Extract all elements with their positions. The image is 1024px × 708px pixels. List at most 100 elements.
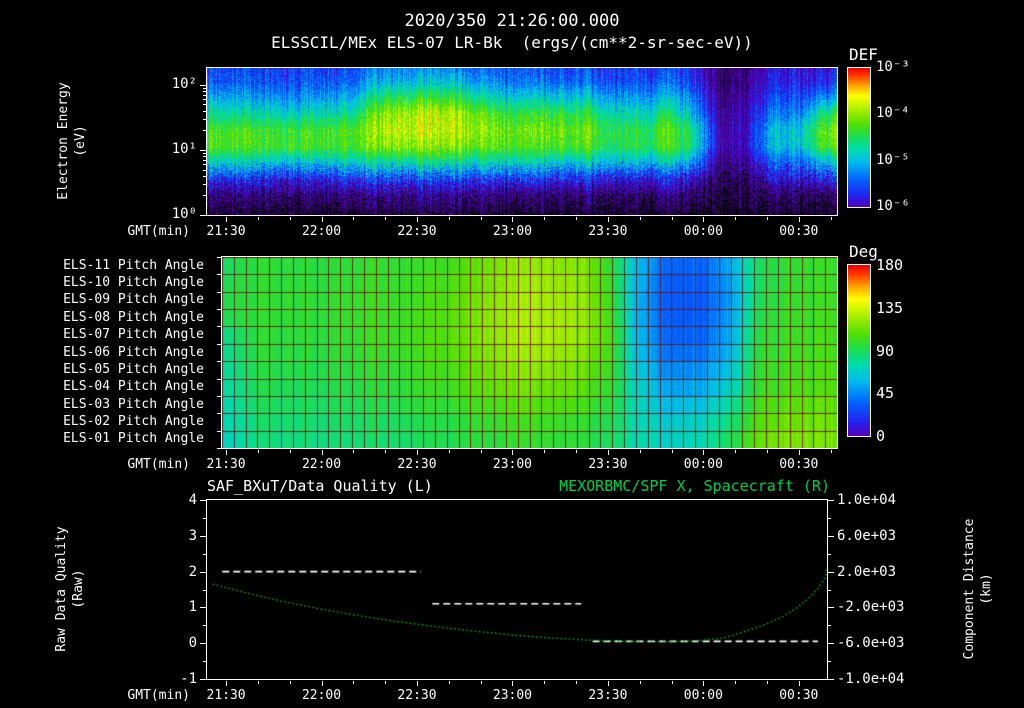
axis-tick xyxy=(735,450,736,453)
axis-tick xyxy=(828,500,834,501)
axis-tick xyxy=(481,681,482,684)
quality-distance-canvas xyxy=(207,500,827,679)
axis-tick xyxy=(672,450,673,453)
axis-tick xyxy=(576,217,577,220)
axis-tick xyxy=(353,217,354,220)
axis-tick xyxy=(217,257,221,258)
axis-tick xyxy=(203,518,206,519)
axis-tick xyxy=(767,450,768,453)
axis-tick xyxy=(200,572,206,573)
pitch-row-label: ELS-01 Pitch Angle xyxy=(63,431,204,447)
axis-tick xyxy=(512,681,513,686)
def-colorbar xyxy=(847,67,871,208)
axis-tick xyxy=(703,681,704,686)
y-tick-label-right: -1.0e+04 xyxy=(837,671,905,687)
axis-tick xyxy=(290,217,291,220)
y-tick-label-right: 1.0e+04 xyxy=(837,492,897,508)
axis-tick xyxy=(449,681,450,684)
energy-axis-label: Electron Energy (eV) xyxy=(55,82,89,199)
pitch-angle-canvas xyxy=(222,257,837,448)
axis-tick xyxy=(828,661,831,662)
pitch-row-label: ELS-05 Pitch Angle xyxy=(63,361,204,377)
colorbar-tick-label: 10⁻³ xyxy=(876,59,910,75)
spectrogram-canvas xyxy=(207,68,837,215)
bottom-left-title: SAF_BXuT/Data Quality (L) xyxy=(207,477,433,495)
axis-tick xyxy=(672,217,673,220)
axis-tick xyxy=(217,326,221,327)
axis-tick xyxy=(828,590,831,591)
x-tick-label: 22:30 xyxy=(397,688,437,703)
y-tick-label-right: 6.0e+03 xyxy=(837,528,897,544)
axis-tick xyxy=(203,590,206,591)
axis-tick xyxy=(828,679,834,680)
def-colorbar-title: DEF xyxy=(849,45,878,64)
axis-tick xyxy=(200,643,206,644)
axis-tick xyxy=(203,88,206,89)
axis-tick xyxy=(417,217,418,222)
distance-axis-label-text: Component Distance xyxy=(962,518,977,660)
y-tick-label-right: -6.0e+03 xyxy=(837,635,905,651)
quality-axis-unit: (Raw) xyxy=(71,569,86,609)
axis-tick xyxy=(353,450,354,453)
pitch-row-label: ELS-10 Pitch Angle xyxy=(63,275,204,291)
axis-tick xyxy=(203,661,206,662)
x-tick-label: 23:00 xyxy=(492,688,533,703)
axis-tick xyxy=(417,681,418,686)
axis-tick xyxy=(217,292,221,293)
axis-tick xyxy=(226,681,227,686)
quality-axis-label: Raw Data Quality (Raw) xyxy=(53,526,87,651)
axis-tick xyxy=(322,217,323,222)
axis-tick xyxy=(200,500,206,501)
axis-tick xyxy=(203,99,206,100)
energy-axis-label-text: Electron Energy xyxy=(56,82,71,200)
y-tick-label: 10² xyxy=(171,76,197,92)
axis-tick xyxy=(481,217,482,220)
y-tick-label: 1 xyxy=(188,599,197,615)
x-tick-label: 00:30 xyxy=(779,688,819,703)
axis-tick xyxy=(576,681,577,684)
colorbar-tick-label: 135 xyxy=(876,298,904,317)
axis-tick xyxy=(831,450,832,453)
plot-title: ELSSCIL/MEx ELS-07 LR-Bk (ergs/(cm**2-sr… xyxy=(271,33,753,52)
x-tick-label: 23:30 xyxy=(588,688,628,703)
axis-tick xyxy=(217,309,221,310)
axis-tick xyxy=(258,217,259,220)
axis-tick xyxy=(203,184,206,185)
axis-tick xyxy=(385,681,386,684)
axis-tick xyxy=(640,217,641,220)
energy-axis-unit: (eV) xyxy=(73,125,88,157)
axis-tick xyxy=(217,274,221,275)
axis-tick xyxy=(544,681,545,684)
axis-tick xyxy=(290,681,291,684)
axis-tick xyxy=(203,160,206,161)
timestamp-title: 2020/350 21:26:00.000 xyxy=(404,11,620,31)
x-tick-label: 22:00 xyxy=(301,457,342,472)
quality-distance-frame xyxy=(206,499,828,680)
deg-colorbar-title: Deg xyxy=(849,242,878,261)
axis-tick xyxy=(217,413,221,414)
x-tick-label: 21:30 xyxy=(206,224,246,239)
axis-tick xyxy=(203,111,206,112)
axis-tick xyxy=(828,518,831,519)
axis-tick xyxy=(385,450,386,453)
axis-tick xyxy=(258,450,259,453)
axis-tick xyxy=(217,361,221,362)
axis-tick xyxy=(203,164,206,165)
axis-tick xyxy=(608,681,609,686)
pitch-row-label: ELS-06 Pitch Angle xyxy=(63,344,204,360)
x-tick-label: 22:00 xyxy=(301,224,342,239)
pitch-row-label: ELS-08 Pitch Angle xyxy=(63,309,204,325)
axis-tick xyxy=(828,554,831,555)
x-tick-label: 21:30 xyxy=(206,457,246,472)
axis-tick xyxy=(767,681,768,684)
deg-colorbar xyxy=(847,264,871,437)
axis-tick xyxy=(640,681,641,684)
axis-tick xyxy=(828,643,834,644)
axis-tick xyxy=(217,344,221,345)
axis-tick xyxy=(544,217,545,220)
axis-tick xyxy=(385,217,386,220)
colorbar-tick-label: 90 xyxy=(876,341,895,360)
y-tick-label-right: 2.0e+03 xyxy=(837,564,897,580)
x-tick-label: 00:00 xyxy=(683,224,723,239)
